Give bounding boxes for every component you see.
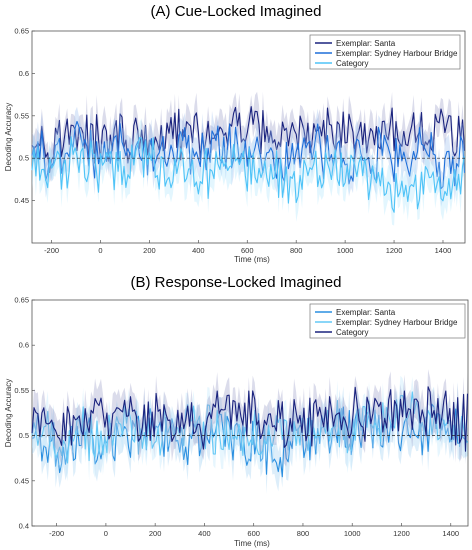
x-tick-label-b: 0 xyxy=(104,529,108,538)
x-tick-label-a: 1200 xyxy=(386,246,403,255)
x-tick-label-a: 0 xyxy=(98,246,102,255)
y-tick-label-b: 0.45 xyxy=(14,476,29,485)
y-tick-label-a: 0.6 xyxy=(19,69,29,78)
legend-label-a-0: Exemplar: Santa xyxy=(336,39,396,48)
panel-a: (A) Cue-Locked Imagined Time (ms) Decodi… xyxy=(4,3,466,264)
series-line-b-1 xyxy=(31,391,468,464)
legend-box-a xyxy=(309,34,461,70)
series-line-a-2 xyxy=(31,136,466,213)
y-tick-label-a: 0.55 xyxy=(14,111,29,120)
x-tick-label-a: 1000 xyxy=(337,246,354,255)
series-band-a-0 xyxy=(32,91,465,183)
x-tick-label-b: 400 xyxy=(198,529,211,538)
y-tick-label-b: 0.5 xyxy=(19,431,29,440)
x-tick-label-a: 600 xyxy=(241,246,254,255)
legend-label-a-1: Exemplar: Sydney Harbour Bridge xyxy=(336,49,458,58)
x-tick-label-b: 1000 xyxy=(344,529,361,538)
x-tick-label-a: 400 xyxy=(192,246,205,255)
x-tick-label-a: 1400 xyxy=(435,246,452,255)
chart-title-b: (B) Response-Locked Imagined xyxy=(131,274,342,291)
legend-label-b-1: Exemplar: Sydney Harbour Bridge xyxy=(336,318,458,327)
y-tick-label-b: 0.65 xyxy=(14,296,29,305)
legend-label-a-2: Category xyxy=(336,59,368,68)
x-tick-label-a: 200 xyxy=(143,246,156,255)
legend-box-b xyxy=(309,303,466,339)
series-line-a-1 xyxy=(31,120,466,190)
x-tick-label-b: 1400 xyxy=(442,529,459,538)
y-axis-label-a: Decoding Accuracy xyxy=(4,103,13,171)
y-tick-label-a: 0.65 xyxy=(14,27,29,36)
series-line-b-2 xyxy=(31,386,469,452)
series-band-b-2 xyxy=(32,369,468,467)
x-axis-label-b: Time (ms) xyxy=(234,539,270,548)
chart-title-a: (A) Cue-Locked Imagined xyxy=(151,3,322,20)
x-tick-label-a: 800 xyxy=(290,246,303,255)
y-tick-label-a: 0.45 xyxy=(14,196,29,205)
y-tick-label-b: 0.55 xyxy=(14,386,29,395)
x-tick-label-b: 200 xyxy=(149,529,162,538)
x-tick-label-b: 800 xyxy=(297,529,310,538)
y-tick-label-b: 0.4 xyxy=(19,522,29,531)
legend-label-b-2: Category xyxy=(336,328,368,337)
series-line-a-0 xyxy=(31,106,466,174)
x-axis-label-a: Time (ms) xyxy=(234,255,270,264)
x-tick-label-b: -200 xyxy=(49,529,64,538)
x-tick-label-b: 1200 xyxy=(393,529,410,538)
panel-b: (B) Response-Locked Imagined Time (ms) D… xyxy=(4,274,469,548)
y-tick-label-a: 0.5 xyxy=(19,154,29,163)
x-tick-label-b: 600 xyxy=(247,529,260,538)
x-tick-label-a: -200 xyxy=(44,246,59,255)
series-band-b-1 xyxy=(32,375,468,482)
legend-label-b-0: Exemplar: Santa xyxy=(336,308,396,317)
y-tick-label-b: 0.6 xyxy=(19,341,29,350)
y-axis-label-b: Decoding Accuracy xyxy=(4,379,13,447)
